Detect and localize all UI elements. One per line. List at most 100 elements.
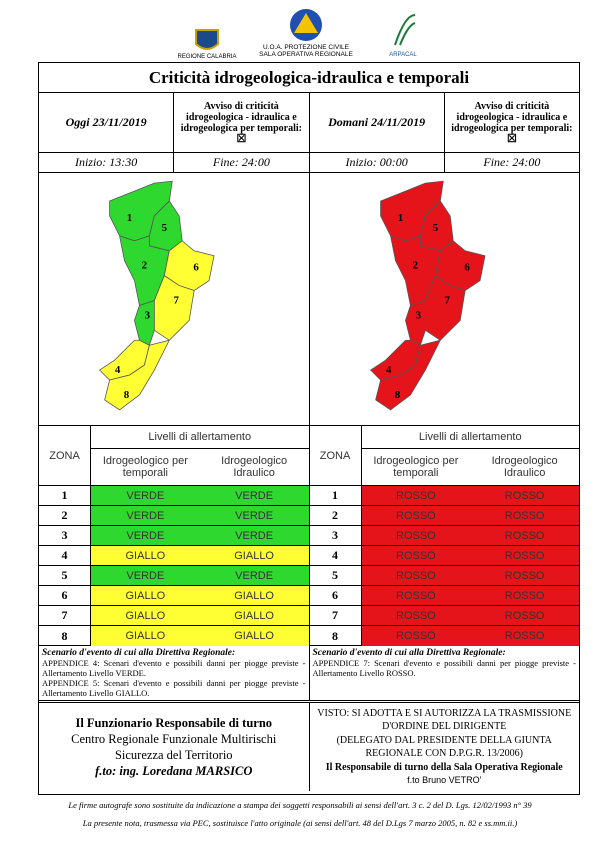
scenario: Scenario d'evento di cui alla Direttiva … [308, 646, 580, 700]
zone-label: 6 [464, 262, 470, 274]
notice-cell: Avviso di criticità idrogeologica - idra… [174, 93, 308, 152]
level-cell: GIALLO [91, 586, 200, 606]
zone-label: 7 [444, 294, 450, 306]
start-time: Inizio: 00:00 [310, 153, 445, 172]
level-cell: VERDE [199, 486, 309, 506]
map-cell: 1 2 3 4 5 6 7 8 [308, 173, 580, 425]
logo-text: SALA OPERATIVA REGIONALE [259, 51, 353, 58]
scenario-title: Scenario d'evento di cui alla Direttiva … [312, 648, 506, 658]
start-time: Inizio: 13:30 [39, 153, 175, 172]
logo-text: ARPACAL [389, 52, 417, 58]
signature-line: Il Responsabile di turno della Sala Oper… [325, 761, 563, 773]
zone-label: 3 [415, 309, 421, 321]
date: Oggi 23/11/2019 [39, 93, 175, 152]
date: Domani 24/11/2019 [310, 93, 445, 152]
zone-header: ZONA [309, 426, 362, 486]
level-cell: ROSSO [361, 606, 471, 626]
date-cell: Domani 24/11/2019 Avviso di criticità idr… [308, 93, 580, 152]
zone-number: 1 [309, 486, 362, 506]
arpacal-logo [394, 14, 416, 46]
scenario-line: APPENDICE 7: Scenari d'evento e possibil… [312, 658, 577, 678]
level-cell: VERDE [199, 506, 309, 526]
logo-text: U.O.A. PROTEZIONE CIVILE [263, 44, 350, 51]
zone-label: 2 [142, 260, 147, 272]
zone-label: 4 [115, 364, 121, 376]
bulletin: Criticità idrogeologica-idraulica e temp… [38, 62, 580, 795]
level-cell: GIALLO [91, 606, 200, 626]
col-header: Idrogeologico Idraulico [470, 449, 579, 486]
logo-text: REGIONE CALABRIA [177, 54, 236, 60]
level-cell: ROSSO [470, 526, 579, 546]
checkbox: ☒ [506, 132, 517, 145]
zone-area [424, 275, 466, 341]
level-cell: VERDE [199, 566, 309, 586]
zone-area [104, 339, 171, 411]
level-cell: VERDE [199, 526, 309, 546]
zone-map: 1 2 3 4 5 6 7 8 [369, 180, 485, 411]
end-time: Fine: 24:00 [483, 155, 541, 169]
col-header: Idrogeologico per temporali [91, 449, 200, 486]
zone-label: 6 [193, 262, 199, 274]
level-cell: ROSSO [470, 546, 579, 566]
signature-line: f.to Bruno VETRO' [407, 775, 482, 785]
level-cell: ROSSO [470, 506, 579, 526]
level-cell: GIALLO [199, 546, 309, 566]
signature-line: D'ORDINE DEL DIRIGENTE [382, 721, 507, 732]
level-cell: VERDE [91, 526, 200, 546]
scenario: Scenario d'evento di cui alla Direttiva … [39, 646, 309, 700]
col-header: Idrogeologico Idraulico [199, 449, 309, 486]
level-cell: ROSSO [361, 626, 471, 646]
level-cell: ROSSO [361, 586, 471, 606]
zone-area [134, 299, 155, 346]
level-cell: GIALLO [199, 586, 309, 606]
zone-label: 4 [385, 364, 391, 376]
level-cell: VERDE [91, 506, 200, 526]
time-cell: Inizio: 13:30 Fine: 24:00 [39, 153, 309, 172]
zone-label: 1 [127, 212, 132, 224]
zone-area [153, 275, 195, 341]
level-cell: ROSSO [470, 566, 579, 586]
note: Le firme autografe sono sostituite da in… [68, 800, 532, 810]
scenario-title: Scenario d'evento di cui alla Direttiva … [42, 648, 236, 658]
note: La presente nota, trasmessa via PEC, sos… [82, 818, 518, 828]
zone-number: 2 [39, 506, 91, 526]
signature-right: VISTO: SI ADOTTA E SI AUTORIZZA LA TRASM… [308, 703, 580, 791]
signature-line: Centro Regionale Funzionale Multirischi [71, 732, 277, 746]
zone-area [374, 339, 441, 411]
signature-line: Il Funzionario Responsabile di turno [75, 716, 273, 730]
col-header: Idrogeologico per temporali [361, 449, 471, 486]
level-cell: VERDE [91, 566, 200, 586]
zone-label: 8 [124, 389, 130, 401]
notice: Avviso di criticità idrogeologica - idra… [451, 100, 573, 134]
checkbox: ☒ [236, 132, 247, 145]
zone-number: 5 [309, 566, 362, 586]
level-cell: ROSSO [361, 526, 471, 546]
signature-line: f.to: ing. Loredana MARSICO [95, 764, 253, 778]
map-cell: 1 2 3 4 5 6 7 8 [39, 173, 309, 425]
zone-number: 4 [39, 546, 91, 566]
level-cell: ROSSO [361, 566, 471, 586]
zone-number: 4 [309, 546, 362, 566]
zone-number: 3 [39, 526, 91, 546]
zone-map: 1 2 3 4 5 6 7 8 [99, 180, 215, 411]
zone-number: 3 [309, 526, 362, 546]
time-cell: Inizio: 00:00 Fine: 24:00 [308, 153, 580, 172]
zone-label: 5 [162, 222, 168, 234]
zone-label: 5 [432, 222, 438, 234]
zone-number: 8 [310, 626, 362, 646]
alert-table: ZONA Livelli di allertamento Idrogeologico… [39, 426, 309, 646]
zone-number: 5 [39, 566, 91, 586]
zone-number: 2 [309, 506, 362, 526]
level-cell: VERDE [91, 486, 200, 506]
zone-number: 6 [309, 586, 362, 606]
zone-area [404, 299, 426, 346]
scenario-line: APPENDICE 4: Scenari d'evento e possibil… [42, 658, 306, 678]
logo-triangle [294, 13, 318, 33]
zone-label: 3 [145, 309, 151, 321]
level-cell: ROSSO [470, 606, 579, 626]
level-cell: ROSSO [361, 486, 471, 506]
level-cell: ROSSO [470, 626, 579, 646]
zone-number: 6 [39, 586, 91, 606]
scenario-line: APPENDICE 5: Scenari d'evento e possibil… [42, 678, 306, 698]
signature-line: Sicurezza del Territorio [114, 748, 233, 762]
